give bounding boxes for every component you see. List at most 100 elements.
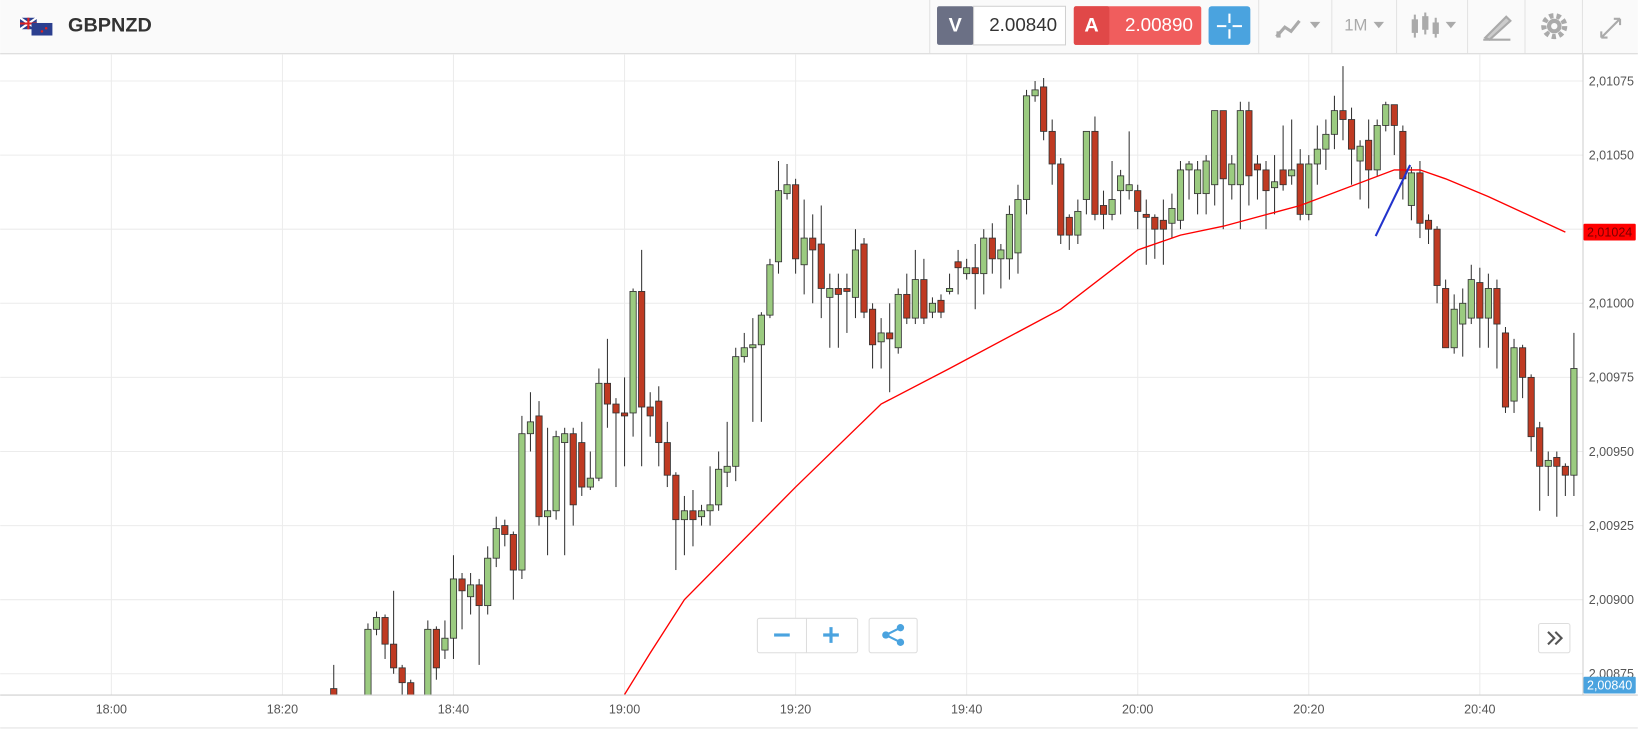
candle-body [860,243,868,313]
bid-label[interactable]: V [949,14,963,36]
candle-body [1048,130,1056,165]
candle-body [928,302,936,313]
candle-body [1125,184,1133,192]
candle-body [1040,86,1048,132]
candle-body [492,528,500,559]
candle-body [552,436,560,512]
settings-button[interactable] [1541,13,1568,40]
candle-body [817,243,825,289]
timeframe[interactable]: 1M [1344,16,1367,35]
bid-button[interactable] [937,6,974,45]
candle-body [663,442,671,476]
candle-body [1544,459,1552,467]
candle-body [1467,279,1475,319]
candle-body [732,356,740,467]
candle-body [1031,89,1039,97]
ask-price[interactable]: 2.00890 [1125,14,1193,35]
candle-body [886,332,894,340]
x-tick-label: 20:40 [1464,703,1495,717]
candle-body [535,415,543,518]
dropdown-arrow [1373,21,1385,29]
candle-body [501,525,509,535]
candle-body [783,184,791,195]
crosshair-icon [1216,13,1242,39]
x-tick-label: 19:40 [951,703,982,717]
candle-style-button[interactable] [1411,12,1457,38]
candle-body [1099,205,1108,215]
zoom-box [756,617,859,654]
candle-body [697,510,706,518]
candle-body [364,628,372,695]
candle-body [937,299,945,313]
candle-body [774,190,783,263]
candle-body [1176,169,1185,221]
candle-body [526,421,535,435]
candle-body [441,637,449,651]
candle-body [646,406,654,417]
candle-body [715,468,723,506]
candle-body [706,504,714,512]
candle-body [1399,130,1407,180]
crosshair-button[interactable] [1208,6,1251,45]
fullscreen-button[interactable] [1600,17,1622,39]
moving-average-line [623,169,1566,695]
chart-type-button[interactable] [1275,19,1321,38]
candle-body [1484,288,1492,319]
candle-body [1219,110,1227,180]
candle-body [903,293,911,319]
price-tag-label: 2,01024 [1587,226,1632,240]
candle-body [1570,368,1578,476]
candle-body [603,382,611,405]
candle-body [971,267,979,275]
candle-body [449,578,458,639]
candle-body [629,291,637,414]
candle-body [518,433,526,571]
zoom-in-button[interactable] [823,627,839,643]
candle-body [372,617,381,630]
candle-body [1519,347,1527,378]
candle-body [997,249,1005,260]
draw-tool-button[interactable] [1483,15,1512,41]
candle-body [1022,95,1031,200]
candle-body [1459,302,1467,325]
candle-body [1433,228,1441,286]
candle-body [1356,145,1364,162]
candle-body [561,433,569,444]
candle-body [458,578,466,592]
bid-price-box[interactable] [973,5,1067,46]
candle-body [1185,163,1193,171]
x-tick-label: 18:20 [267,703,298,717]
candle-body [1168,208,1176,224]
candle-body [740,347,748,358]
candle-body [963,267,971,275]
share-button[interactable] [882,624,905,646]
candle-body [1202,160,1210,195]
candle-body [1373,125,1381,171]
candle-body [792,184,800,260]
ask-label-box[interactable] [1073,6,1110,45]
candle-body [578,442,586,488]
candle-body [1493,288,1501,325]
candle-body [1245,110,1253,177]
share-box[interactable] [868,617,918,654]
candle-body [655,400,663,444]
x-tick-label: 18:40 [438,703,469,717]
y-tick-label: 2,00950 [1589,445,1634,459]
candle-body [330,688,338,695]
candle-body [398,667,406,684]
candle-body [484,557,492,607]
candle-body [1536,427,1544,467]
candle-body [1365,139,1373,171]
candle-body [800,237,808,266]
ask-label[interactable]: A [1084,14,1098,36]
candle-body [1065,216,1073,236]
candle-body [1091,130,1099,215]
candle-body [569,433,577,506]
candle-body [672,474,680,521]
candle-body [1339,110,1347,120]
candle-body [749,344,757,349]
candle-body [980,237,988,275]
bid-price[interactable]: 2.00840 [989,14,1057,35]
candle-body [1407,172,1415,206]
